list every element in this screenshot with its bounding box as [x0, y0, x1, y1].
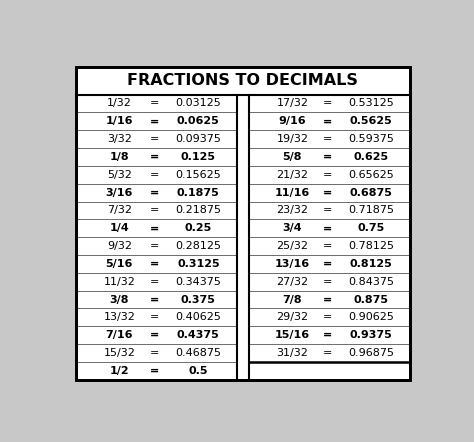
Text: 7/32: 7/32: [107, 206, 132, 215]
Text: 5/8: 5/8: [283, 152, 302, 162]
Text: 0.125: 0.125: [181, 152, 216, 162]
Text: 1/32: 1/32: [107, 99, 132, 108]
Text: 0.40625: 0.40625: [175, 312, 221, 322]
Text: 31/32: 31/32: [276, 348, 308, 358]
Text: =: =: [150, 259, 159, 269]
Text: =: =: [323, 134, 332, 144]
Text: 25/32: 25/32: [276, 241, 309, 251]
Text: =: =: [323, 99, 332, 108]
Text: =: =: [323, 116, 332, 126]
Text: 5/32: 5/32: [107, 170, 132, 180]
Text: 1/2: 1/2: [109, 366, 129, 376]
Text: 27/32: 27/32: [276, 277, 309, 287]
Text: 13/32: 13/32: [103, 312, 135, 322]
Text: 9/16: 9/16: [279, 116, 306, 126]
Text: =: =: [323, 259, 332, 269]
Text: =: =: [323, 294, 332, 305]
Text: FRACTIONS TO DECIMALS: FRACTIONS TO DECIMALS: [128, 73, 358, 88]
Text: =: =: [323, 170, 332, 180]
Text: 0.59375: 0.59375: [348, 134, 394, 144]
Text: 0.3125: 0.3125: [177, 259, 219, 269]
Text: 0.03125: 0.03125: [175, 99, 221, 108]
Text: =: =: [150, 366, 159, 376]
Text: 0.53125: 0.53125: [348, 99, 394, 108]
Text: 0.75: 0.75: [358, 223, 385, 233]
Text: 0.4375: 0.4375: [177, 330, 220, 340]
Text: 17/32: 17/32: [276, 99, 309, 108]
Text: 15/32: 15/32: [103, 348, 135, 358]
Text: 0.9375: 0.9375: [350, 330, 393, 340]
Text: 7/16: 7/16: [106, 330, 133, 340]
Text: 13/16: 13/16: [275, 259, 310, 269]
Text: 0.1875: 0.1875: [177, 187, 220, 198]
Text: 0.84375: 0.84375: [348, 277, 394, 287]
Text: 3/4: 3/4: [283, 223, 302, 233]
Text: 1/8: 1/8: [109, 152, 129, 162]
Text: 19/32: 19/32: [276, 134, 309, 144]
Text: 1/16: 1/16: [106, 116, 133, 126]
Text: 0.78125: 0.78125: [348, 241, 394, 251]
Text: =: =: [323, 330, 332, 340]
Text: =: =: [150, 152, 159, 162]
Text: =: =: [323, 241, 332, 251]
Text: 0.6875: 0.6875: [350, 187, 393, 198]
Text: 11/32: 11/32: [103, 277, 135, 287]
Text: =: =: [323, 277, 332, 287]
Text: =: =: [150, 116, 159, 126]
Text: 3/8: 3/8: [109, 294, 129, 305]
Text: =: =: [323, 206, 332, 215]
Text: =: =: [150, 330, 159, 340]
Text: 0.46875: 0.46875: [175, 348, 221, 358]
Text: =: =: [150, 348, 159, 358]
Text: =: =: [150, 206, 159, 215]
Text: 0.65625: 0.65625: [348, 170, 394, 180]
Text: =: =: [150, 241, 159, 251]
Text: 11/16: 11/16: [275, 187, 310, 198]
Text: =: =: [150, 187, 159, 198]
Text: 0.96875: 0.96875: [348, 348, 394, 358]
Text: =: =: [323, 312, 332, 322]
Text: 15/16: 15/16: [275, 330, 310, 340]
Text: =: =: [150, 312, 159, 322]
Text: 0.5: 0.5: [189, 366, 208, 376]
Text: 0.15625: 0.15625: [175, 170, 221, 180]
Text: =: =: [323, 187, 332, 198]
Text: 0.09375: 0.09375: [175, 134, 221, 144]
Text: =: =: [150, 277, 159, 287]
Text: =: =: [150, 134, 159, 144]
Text: 1/4: 1/4: [109, 223, 129, 233]
Text: =: =: [323, 152, 332, 162]
Text: 0.71875: 0.71875: [348, 206, 394, 215]
Text: =: =: [323, 223, 332, 233]
Text: 23/32: 23/32: [276, 206, 309, 215]
Text: 0.21875: 0.21875: [175, 206, 221, 215]
Text: 21/32: 21/32: [276, 170, 309, 180]
Text: =: =: [150, 170, 159, 180]
Text: 7/8: 7/8: [283, 294, 302, 305]
Text: 0.8125: 0.8125: [350, 259, 393, 269]
Text: 0.28125: 0.28125: [175, 241, 221, 251]
Text: 0.5625: 0.5625: [350, 116, 393, 126]
Text: 0.875: 0.875: [354, 294, 389, 305]
Text: 3/16: 3/16: [106, 187, 133, 198]
Text: 0.90625: 0.90625: [348, 312, 394, 322]
Text: 29/32: 29/32: [276, 312, 309, 322]
Text: =: =: [150, 99, 159, 108]
Text: 0.0625: 0.0625: [177, 116, 220, 126]
Text: 0.25: 0.25: [185, 223, 212, 233]
Text: =: =: [323, 348, 332, 358]
Text: 0.34375: 0.34375: [175, 277, 221, 287]
Text: 3/32: 3/32: [107, 134, 132, 144]
Text: 0.625: 0.625: [354, 152, 389, 162]
Text: 9/32: 9/32: [107, 241, 132, 251]
Text: 0.375: 0.375: [181, 294, 216, 305]
Text: =: =: [150, 223, 159, 233]
Text: 5/16: 5/16: [106, 259, 133, 269]
Text: =: =: [150, 294, 159, 305]
